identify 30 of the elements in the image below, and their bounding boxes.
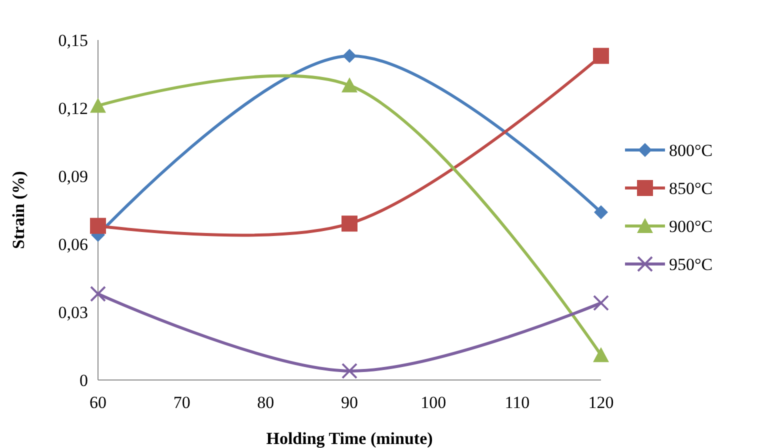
x-tick-label: 90 — [341, 393, 358, 412]
y-axis-title: Strain (%) — [9, 171, 28, 249]
point — [594, 205, 608, 220]
point — [90, 218, 106, 234]
y-tick-label: 0,12 — [58, 98, 88, 118]
legend-label: 950°C — [669, 254, 713, 274]
x-tick-label: 80 — [257, 393, 274, 412]
point — [593, 294, 609, 311]
point — [342, 77, 358, 92]
y-tick-label: 0,06 — [58, 234, 88, 254]
point — [90, 98, 106, 113]
y-tick-label: 0 — [80, 370, 88, 390]
y-tick-label: 0,15 — [58, 30, 88, 50]
x-tick-label: 120 — [588, 393, 614, 412]
point — [593, 347, 609, 362]
legend-label: 800°C — [669, 140, 713, 160]
y-tick-label: 0,03 — [58, 302, 88, 322]
x-tick-label: 70 — [173, 393, 190, 412]
point — [342, 362, 358, 379]
x-axis-title: Holding Time (minute) — [266, 429, 433, 448]
legend-label: 900°C — [669, 216, 713, 236]
x-tick-label: 60 — [90, 393, 106, 412]
point — [342, 216, 358, 232]
point — [593, 48, 609, 64]
x-tick-label: 100 — [420, 393, 446, 412]
x-tick-label: 110 — [504, 393, 530, 412]
legend-label: 850°C — [669, 178, 713, 198]
point — [342, 48, 356, 63]
y-tick-label: 0,09 — [58, 166, 88, 186]
point — [90, 286, 106, 302]
